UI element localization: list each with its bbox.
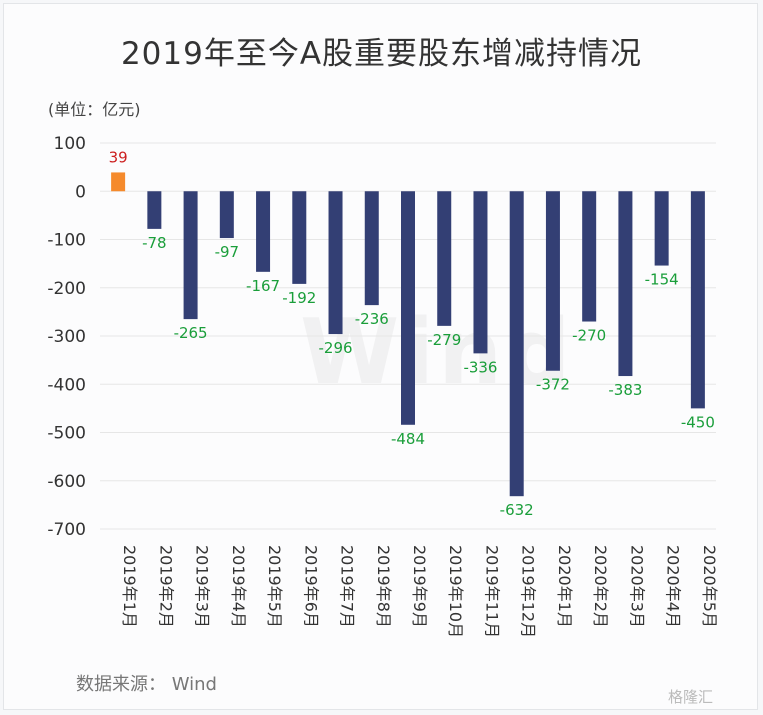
data-label: -632 (500, 501, 534, 519)
y-tick-label: 100 (54, 134, 86, 154)
bar (545, 191, 560, 371)
x-tick-label: 2019年12月 (519, 545, 538, 638)
data-label: -296 (319, 339, 353, 357)
y-tick-label: -400 (47, 375, 86, 395)
x-tick-label: 2019年3月 (193, 545, 212, 628)
x-tick-label: 2019年2月 (156, 545, 175, 628)
x-tick-label: 2019年6月 (301, 545, 320, 628)
bar (473, 191, 488, 354)
x-tick-label: 2019年11月 (482, 545, 501, 638)
bar (437, 191, 452, 326)
y-tick-label: -600 (47, 472, 86, 492)
y-tick-label: 0 (75, 182, 86, 202)
bar (111, 172, 126, 192)
y-tick-label: -100 (47, 231, 86, 251)
bar (401, 191, 415, 425)
x-tick-label: 2019年5月 (265, 545, 284, 628)
data-label: 39 (109, 148, 128, 166)
bar (256, 191, 271, 272)
bar (183, 191, 198, 320)
unit-label: (单位：亿元) (48, 100, 141, 119)
bar (618, 191, 633, 377)
data-label: -192 (282, 289, 316, 307)
x-tick-label: 2020年5月 (700, 545, 719, 628)
bar (364, 191, 379, 306)
data-label: -372 (536, 376, 570, 394)
data-label: -167 (246, 277, 280, 295)
y-tick-label: -700 (47, 520, 86, 540)
brand-logo-text: 格隆汇 (668, 688, 714, 706)
data-label: -154 (645, 271, 679, 289)
x-tick-label: 2019年10月 (446, 545, 465, 638)
data-label: -279 (427, 331, 461, 349)
data-label: -97 (215, 243, 240, 261)
data-label: -450 (681, 413, 715, 431)
data-label: -383 (608, 381, 642, 399)
x-tick-label: 2020年4月 (664, 545, 683, 628)
x-tick-label: 2020年1月 (555, 545, 574, 628)
y-tick-label: -200 (47, 279, 86, 299)
x-tick-label: 2019年9月 (410, 545, 429, 628)
x-tick-label: 2019年1月 (120, 545, 139, 628)
data-label: -270 (572, 327, 606, 345)
bar (509, 191, 524, 497)
source-label: 数据来源： Wind (76, 674, 217, 695)
bar (328, 191, 343, 335)
bar (654, 191, 669, 266)
y-tick-label: -300 (47, 327, 86, 347)
chart-title: 2019年至今A股重要股东增减持情况 (120, 36, 643, 72)
bar (147, 191, 162, 229)
data-label: -484 (391, 430, 425, 448)
x-tick-label: 2019年7月 (338, 545, 357, 628)
bar (292, 191, 307, 284)
x-tick-label: 2020年3月 (627, 545, 646, 628)
bar (690, 191, 705, 409)
data-label: -236 (355, 310, 389, 328)
data-label: -336 (463, 358, 497, 376)
x-tick-label: 2020年2月 (591, 545, 610, 628)
bar (582, 191, 597, 322)
x-tick-label: 2019年4月 (229, 545, 248, 628)
data-label: -265 (174, 324, 208, 342)
bar (219, 191, 234, 239)
watermark-text: Wind (300, 300, 575, 405)
x-tick-label: 2019年8月 (374, 545, 393, 628)
data-label: -78 (142, 234, 167, 252)
y-tick-label: -500 (47, 424, 86, 444)
